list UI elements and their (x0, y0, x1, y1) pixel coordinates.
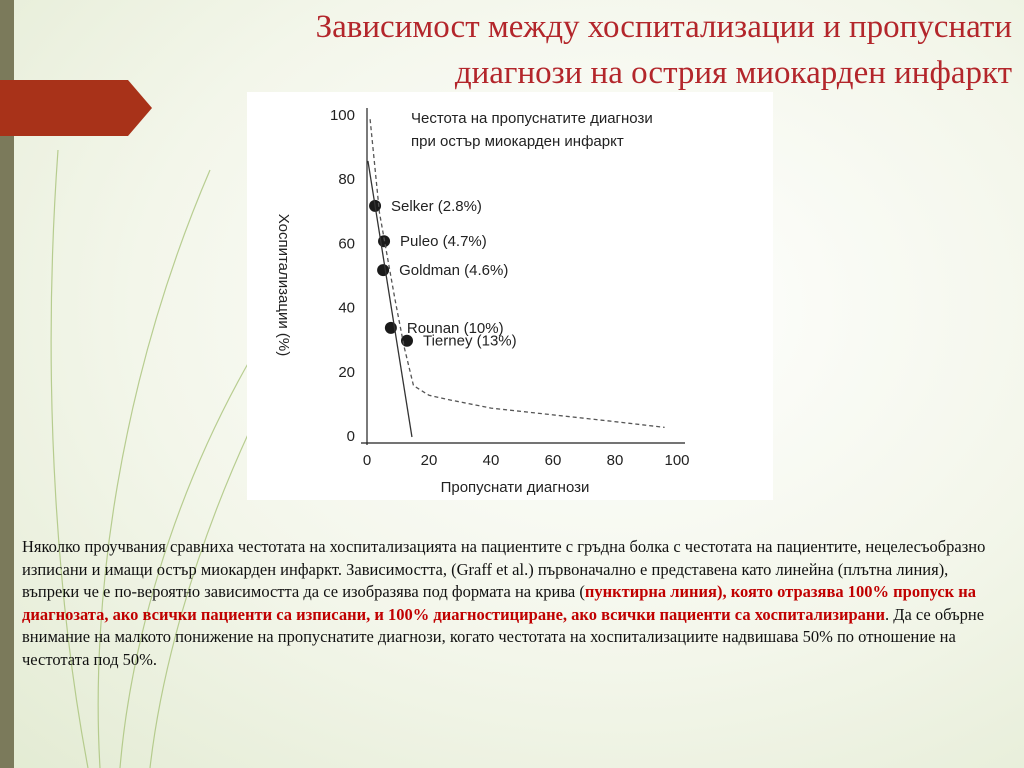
dashed-curve (369, 119, 665, 429)
highlight-text: пунктирна линия), която отразява 100% пр… (22, 582, 977, 624)
solid-line (367, 160, 413, 438)
point-label: Goldman (4.6%) (399, 262, 508, 279)
chart-title: при остър миокарден инфаркт (411, 133, 624, 150)
y-tick-label: 100 (330, 107, 355, 124)
y-tick-label: 80 (338, 171, 355, 188)
y-axis-label: Хоспитализации (%) (275, 214, 292, 356)
x-tick-label: 100 (664, 452, 689, 469)
y-tick-label: 60 (338, 235, 355, 252)
x-tick-label: 0 (363, 452, 371, 469)
slide-title: Зависимост между хоспитализации и пропус… (112, 4, 1012, 96)
chart-title: Честота на пропуснатите диагнози (411, 110, 653, 127)
arrow (0, 80, 152, 136)
x-tick-label: 20 (421, 452, 438, 469)
side-bar (0, 0, 14, 768)
chart-panel: 0 20 40 60 80 100 0 20 40 60 80 100 Пропуснати диагн… (247, 92, 773, 500)
y-tick-label: 40 (338, 300, 355, 317)
title-line: диагнози на острия миокарден инфаркт (454, 55, 1012, 91)
y-tick-label: 20 (338, 364, 355, 381)
title-line: Зависимост между хоспитализации и пропус… (315, 9, 1012, 45)
point-label: Puleo (4.7%) (400, 233, 487, 250)
body-text: Няколко проучвания сравниха честотата на… (22, 536, 1007, 671)
text: . Да се обърне внимание на малкото пониж… (22, 604, 985, 669)
point (377, 264, 390, 277)
y-tick-label: 0 (347, 428, 355, 445)
x-tick-label: 60 (545, 452, 562, 469)
point-label: Selker (2.8%) (391, 198, 482, 215)
x-tick-label: 40 (483, 452, 500, 469)
text: Няколко проучвания сравниха честотата на… (22, 537, 986, 601)
x-tick-label: 80 (607, 452, 624, 469)
x-axis-label: Пропуснати диагнози (441, 479, 590, 496)
deco-lines (50, 149, 251, 768)
chart: 0 20 40 60 80 100 0 20 40 60 80 100 Пропуснати диагн… (275, 107, 689, 496)
point-label: Rounan (10%) (407, 320, 504, 337)
point-label: Tierney (13%) (423, 333, 517, 350)
